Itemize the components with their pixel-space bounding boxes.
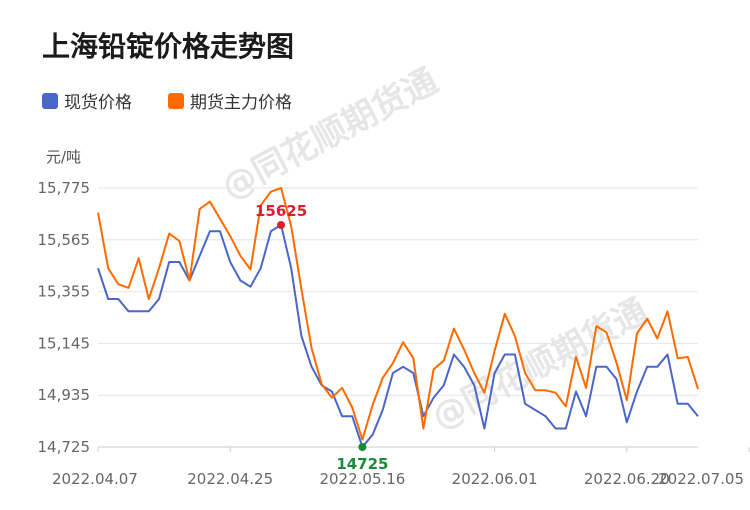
watermark-text-1: @同花顺期货通 <box>215 61 444 208</box>
legend-swatch-spot <box>42 93 58 109</box>
x-tick-label: 2022.04.07 <box>52 470 138 488</box>
y-tick-label: 15,775 <box>38 179 91 197</box>
max-point-marker <box>277 221 286 229</box>
y-tick-label: 15,565 <box>38 231 91 249</box>
x-tick-label: 2022.05.16 <box>319 470 405 488</box>
series-lines <box>97 187 699 448</box>
y-axis-ticks: 14,725 14,935 15,145 15,355 15,565 15,775 <box>38 179 91 456</box>
watermark-layer: @同花顺期货通 @同花顺期货通 <box>215 61 654 438</box>
series-line-spot <box>97 224 699 448</box>
legend-swatch-futures <box>168 93 184 109</box>
legend: 现货价格 期货主力价格 <box>42 93 292 113</box>
y-tick-label: 14,725 <box>38 438 91 456</box>
x-tick-label: 2022.07.05 <box>658 470 744 488</box>
annotations: 15625 14725 <box>255 202 389 473</box>
y-tick-label: 15,145 <box>38 334 91 352</box>
y-tick-label: 15,355 <box>38 283 91 301</box>
watermark-text-2: @同花顺期货通 <box>425 291 654 438</box>
x-tick-label: 2022.06.20 <box>584 470 670 488</box>
series-line-futures <box>97 187 699 441</box>
x-tick-label: 2022.04.25 <box>187 470 273 488</box>
x-tick-label: 2022.06.01 <box>452 470 538 488</box>
y-tick-label: 14,935 <box>38 386 91 404</box>
legend-label-futures: 期货主力价格 <box>190 93 292 113</box>
legend-label-spot: 现货价格 <box>64 93 132 113</box>
y-axis-unit-label: 元/吨 <box>46 148 81 166</box>
grid-lines <box>98 187 698 448</box>
min-point-marker <box>358 443 367 451</box>
min-point-label: 14725 <box>336 455 388 473</box>
x-axis-ticks: 2022.04.07 2022.04.25 2022.05.16 2022.06.01… <box>52 447 750 488</box>
max-point-label: 15625 <box>255 202 307 220</box>
chart-title: 上海铅锭价格走势图 <box>42 30 294 63</box>
